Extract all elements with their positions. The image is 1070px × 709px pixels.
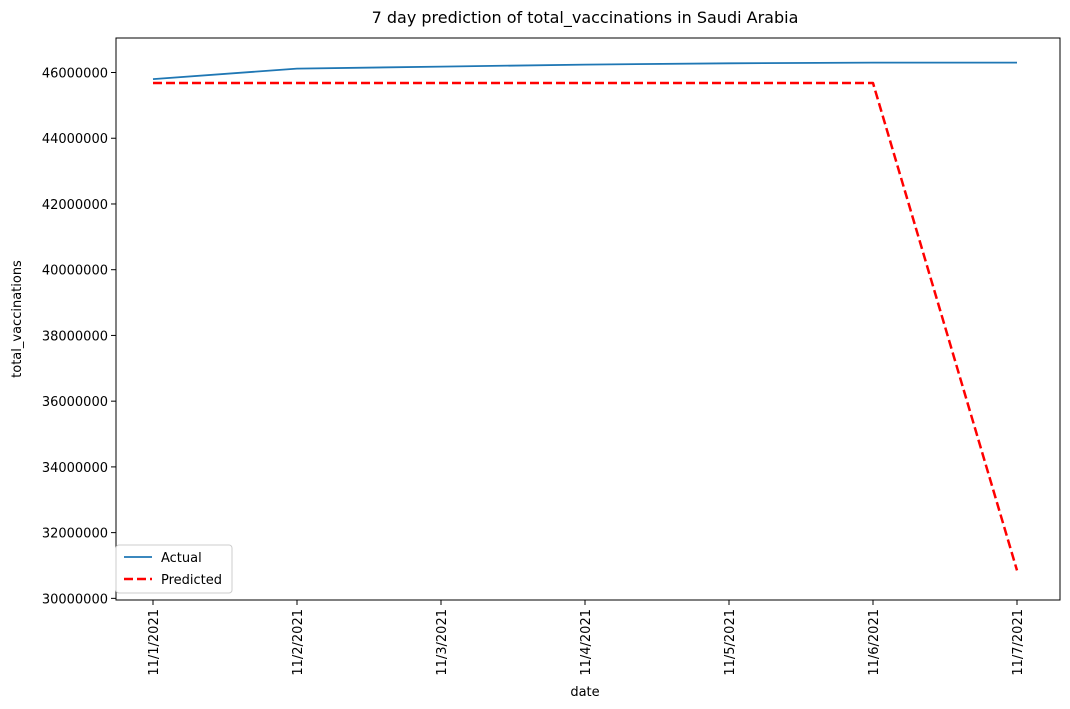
legend: Actual Predicted: [115, 544, 233, 594]
plot-frame: [115, 37, 1061, 601]
chart-title: 7 day prediction of total_vaccinations i…: [372, 8, 799, 28]
y-tick-label: 38000000: [42, 329, 108, 344]
y-tick-label: 42000000: [42, 198, 108, 213]
y-tick-label: 44000000: [42, 132, 108, 147]
y-tick-label: 30000000: [42, 592, 108, 607]
series-line-predicted: [153, 81, 1019, 571]
x-axis: 11/1/2021 11/2/2021 11/3/2021 11/4/2021 11/5…: [147, 600, 1026, 676]
x-axis-title: date: [570, 685, 599, 700]
y-tick-label: 34000000: [42, 461, 108, 476]
series-line-actual: [152, 61, 1017, 80]
plot-area: [152, 61, 1019, 571]
x-tick-label: 11/5/2021: [723, 609, 738, 676]
y-tick-label: 40000000: [42, 264, 108, 279]
x-tick-label: 11/7/2021: [1011, 609, 1026, 676]
y-tick-label: 46000000: [42, 67, 108, 82]
x-tick-label: 11/3/2021: [435, 609, 450, 676]
x-tick-label: 11/2/2021: [291, 609, 306, 676]
x-tick-label: 11/6/2021: [867, 609, 882, 676]
y-axis-title: total_vaccinations: [10, 260, 25, 378]
y-tick-label: 36000000: [42, 395, 108, 410]
legend-label-actual: Actual: [161, 551, 202, 566]
x-tick-label: 11/1/2021: [147, 609, 162, 676]
legend-label-predicted: Predicted: [161, 573, 222, 588]
y-axis: 30000000 32000000 34000000 36000000 38000000…: [42, 67, 116, 607]
x-tick-label: 11/4/2021: [579, 609, 594, 676]
y-tick-label: 32000000: [42, 527, 108, 542]
